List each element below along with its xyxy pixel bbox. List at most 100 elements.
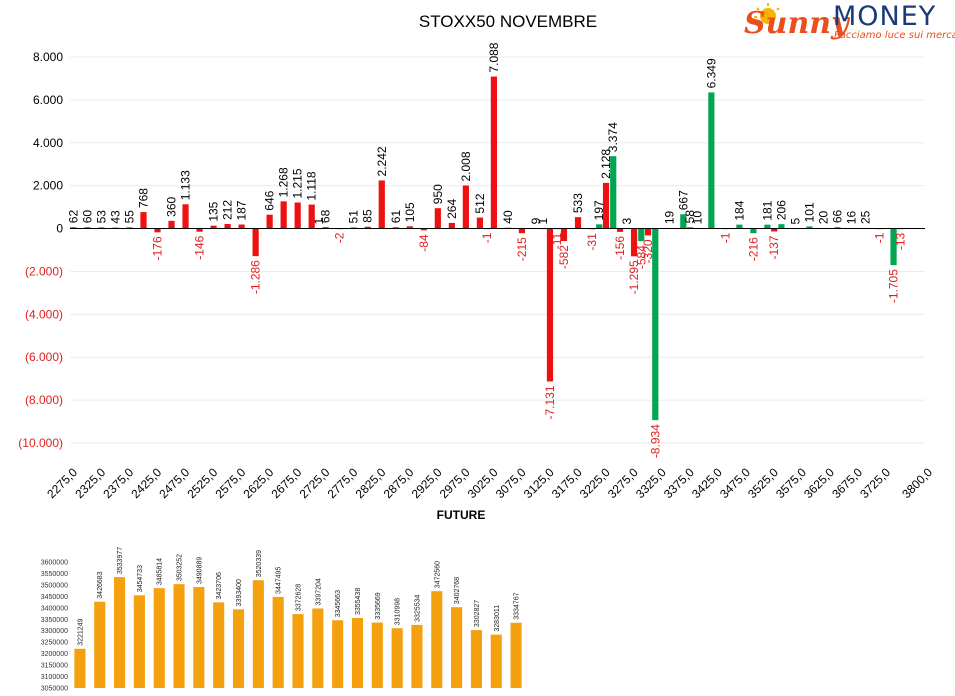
bar — [70, 227, 77, 229]
data-label: -584 — [634, 245, 648, 269]
stoxx50-chart: STOXX50 NOVEMBRE 8.000 6.000 4.000 2.000 0 (2… — [18, 12, 935, 500]
data-label: -1.286 — [249, 260, 263, 294]
data-label: -582 — [557, 245, 571, 269]
data-label: -176 — [151, 236, 165, 260]
bar — [574, 217, 582, 229]
bar — [510, 622, 522, 688]
data-label: 212 — [221, 200, 235, 220]
bar — [771, 228, 778, 232]
y-tick-label: (4.000) — [25, 307, 63, 321]
bar — [806, 226, 813, 229]
y-tick-label: (6.000) — [25, 350, 63, 364]
bar — [630, 228, 638, 257]
data-label: 9 — [529, 217, 543, 224]
data-label: 66 — [830, 209, 844, 223]
bar — [644, 228, 652, 236]
bar — [238, 224, 245, 229]
bar — [462, 185, 469, 229]
bar — [292, 614, 304, 688]
data-label: 2.128 — [599, 149, 613, 179]
bar — [411, 624, 423, 688]
data-label: -1.705 — [887, 269, 901, 303]
bar — [210, 225, 217, 229]
data-label: 68 — [319, 209, 333, 223]
y-tick-label: 0 — [56, 222, 63, 236]
x-axis-ticks: 2275,02325,02375,02425,02475,02525,02575… — [44, 465, 935, 500]
data-label: -8.934 — [648, 424, 662, 458]
data-label: 3335669 — [375, 592, 382, 619]
bar — [890, 228, 897, 266]
data-label: 950 — [431, 184, 445, 204]
data-label: 3393400 — [236, 579, 243, 606]
y-tick-label: (2.000) — [25, 264, 63, 278]
bar — [610, 156, 617, 229]
bar — [133, 595, 145, 688]
y-tick-label: 3550000 — [41, 571, 68, 578]
data-label: 206 — [774, 200, 788, 220]
data-label: 3454733 — [137, 565, 144, 592]
bar — [126, 227, 133, 229]
bar — [154, 228, 161, 233]
data-label: -84 — [417, 234, 431, 252]
data-label: 768 — [136, 188, 150, 208]
data-label: 3345663 — [335, 590, 342, 617]
data-label: -7.131 — [543, 385, 557, 419]
data-label: 16 — [845, 211, 859, 225]
data-label: 3503252 — [177, 554, 184, 581]
data-label: 3355438 — [355, 588, 362, 615]
future-data-labels: 3221249 3426683 3533977 3454733 3485814 35032… — [77, 547, 520, 646]
y-tick-label: (10.000) — [18, 436, 63, 450]
y-tick-label: 6.000 — [33, 93, 63, 107]
bar — [378, 180, 385, 229]
data-label: 3490889 — [196, 557, 203, 584]
y-tick-label: 3450000 — [41, 594, 68, 601]
data-label: 187 — [235, 200, 249, 220]
y-tick-label: 3400000 — [41, 605, 68, 612]
data-label: 512 — [473, 193, 487, 213]
data-label: 184 — [732, 200, 746, 220]
data-label: -137 — [767, 235, 781, 259]
data-label: 61 — [389, 210, 403, 224]
bar — [364, 226, 371, 229]
bar — [596, 224, 603, 229]
data-label: -31 — [585, 233, 599, 251]
bar — [638, 228, 645, 242]
y-tick-label: 3500000 — [41, 582, 68, 589]
data-label: 55 — [122, 210, 136, 224]
data-label: 7.088 — [487, 42, 501, 72]
data-label: 3520339 — [256, 550, 263, 577]
data-label: -320 — [641, 239, 655, 263]
data-label: 181 — [760, 200, 774, 220]
bar — [434, 208, 441, 229]
future-chart-title: FUTURE — [437, 508, 486, 522]
y-tick-label: (8.000) — [25, 393, 63, 407]
data-label: 40 — [501, 210, 515, 224]
data-label: 360 — [165, 196, 179, 216]
bar — [448, 222, 455, 229]
bar — [406, 226, 413, 229]
bar — [371, 622, 383, 688]
bar — [687, 227, 694, 229]
bar — [168, 220, 175, 229]
data-label: 2.008 — [459, 151, 473, 181]
bar — [602, 182, 610, 229]
data-label: 3485814 — [157, 558, 164, 585]
bar — [451, 607, 463, 688]
data-label: -2 — [333, 232, 347, 243]
data-label: 197 — [592, 200, 606, 220]
bar — [351, 618, 364, 688]
data-label: 3310998 — [395, 598, 402, 625]
data-label: 667 — [676, 190, 690, 210]
bar — [750, 228, 757, 234]
bar — [272, 596, 284, 688]
data-label: 85 — [361, 209, 375, 223]
bar — [280, 201, 287, 229]
y-tick-label: 3200000 — [41, 651, 68, 658]
bar-series — [70, 76, 904, 421]
data-label: -1.295 — [627, 260, 641, 294]
bar — [84, 227, 91, 229]
data-label: 3402768 — [454, 577, 461, 604]
data-label: 3426683 — [97, 571, 104, 598]
bar — [652, 228, 659, 421]
data-label: -146 — [193, 235, 207, 259]
